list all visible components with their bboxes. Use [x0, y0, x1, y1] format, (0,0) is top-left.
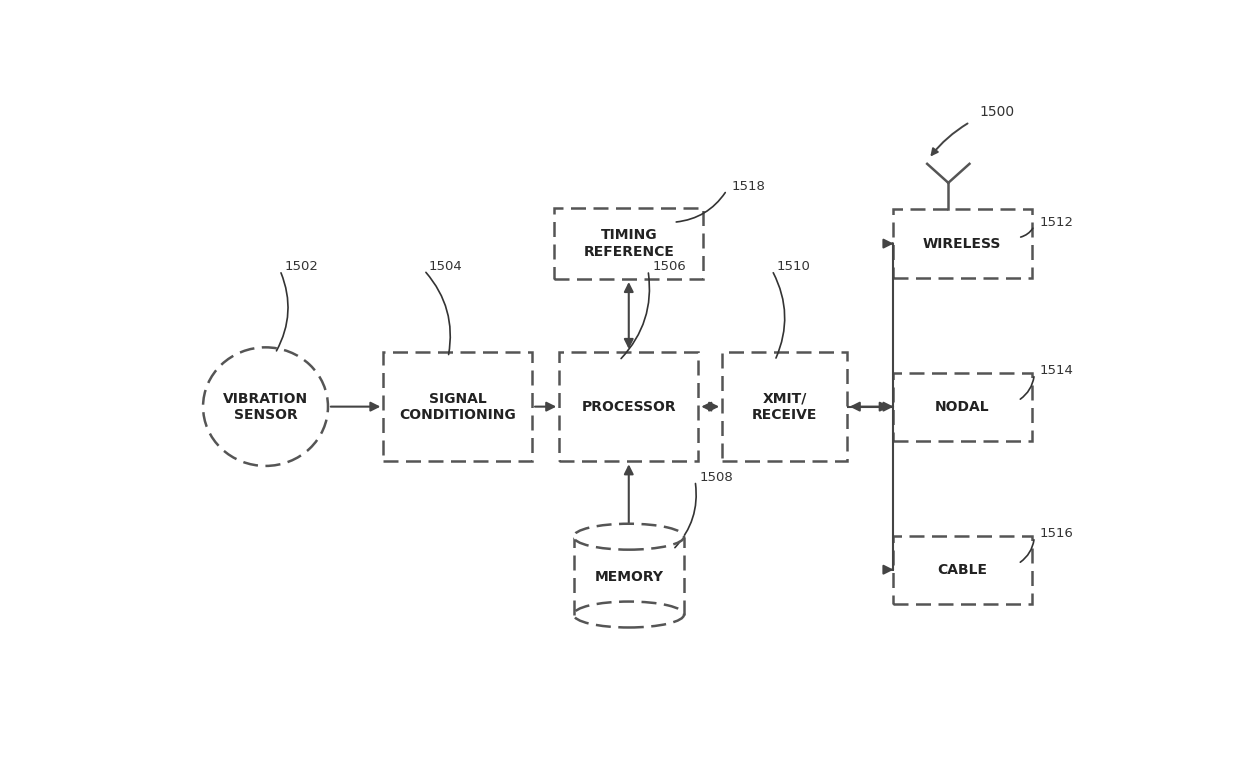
Ellipse shape — [574, 524, 684, 550]
Text: XMIT/
RECEIVE: XMIT/ RECEIVE — [751, 391, 817, 422]
Text: SIGNAL
CONDITIONING: SIGNAL CONDITIONING — [399, 391, 516, 422]
Text: 1514: 1514 — [1039, 364, 1073, 377]
Text: 1508: 1508 — [699, 470, 734, 484]
Text: WIRELESS: WIRELESS — [923, 236, 1002, 250]
Text: 1506: 1506 — [652, 260, 687, 273]
FancyBboxPatch shape — [893, 209, 1032, 278]
FancyBboxPatch shape — [893, 536, 1032, 604]
Text: 1504: 1504 — [429, 260, 463, 273]
FancyBboxPatch shape — [383, 352, 532, 461]
FancyBboxPatch shape — [893, 373, 1032, 440]
FancyBboxPatch shape — [559, 352, 698, 461]
Text: 1502: 1502 — [285, 260, 319, 273]
Text: CABLE: CABLE — [937, 563, 987, 577]
Text: NODAL: NODAL — [935, 400, 990, 413]
Text: 1510: 1510 — [776, 260, 811, 273]
Text: 1500: 1500 — [980, 105, 1014, 119]
FancyBboxPatch shape — [554, 208, 703, 280]
Ellipse shape — [574, 601, 684, 628]
Text: VIBRATION
SENSOR: VIBRATION SENSOR — [223, 391, 308, 422]
Text: PROCESSOR: PROCESSOR — [582, 400, 676, 413]
Text: 1516: 1516 — [1039, 527, 1073, 540]
Text: 1518: 1518 — [732, 180, 765, 193]
FancyBboxPatch shape — [722, 352, 847, 461]
Text: TIMING
REFERENCE: TIMING REFERENCE — [583, 229, 675, 259]
Ellipse shape — [574, 524, 683, 549]
Text: 1512: 1512 — [1039, 216, 1073, 229]
Text: MEMORY: MEMORY — [594, 570, 663, 584]
Ellipse shape — [203, 347, 327, 466]
Bar — [574, 537, 684, 614]
